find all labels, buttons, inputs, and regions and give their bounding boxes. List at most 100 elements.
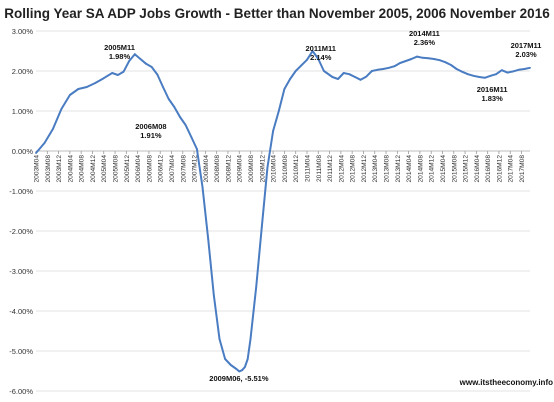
data-point [323,70,325,72]
x-tick-label: 2004M08 [79,155,86,183]
x-tick-label: 2011M08 [316,155,323,182]
x-tick-label: 2014M04 [406,155,413,183]
x-tick-label: 2003M04 [34,155,41,183]
data-point [359,78,362,81]
annotation-value: 2.14% [310,53,332,62]
data-point [52,128,54,130]
x-tick-label: 2008M04 [203,155,210,183]
data-point [94,82,97,84]
x-tick-label: 2013M04 [372,155,379,183]
data-point [365,75,368,78]
data-point [317,58,320,60]
data-point [77,88,80,90]
data-point [246,358,249,360]
x-tick-label: 2011M04 [304,155,311,182]
data-point [495,73,497,76]
data-point [85,86,88,88]
data-point [529,66,531,69]
data-point [300,64,303,67]
y-tick-label: 3.00% [12,27,34,36]
y-tick-label: -5.00% [9,347,33,356]
x-tick-label: 2017M08 [519,155,526,183]
x-tick-label: 2016M08 [485,155,492,183]
data-point [238,370,241,373]
annotation-label: 2006M08 [135,122,166,131]
data-point [354,76,356,78]
data-point [266,166,269,168]
data-point [162,86,164,88]
data-point [249,338,252,340]
x-tick-label: 2005M08 [113,155,120,183]
x-tick-label: 2010M08 [282,155,289,183]
x-tick-label: 2015M04 [440,155,447,183]
data-point [241,369,244,372]
data-point [122,70,125,73]
data-point [255,286,258,288]
data-point [371,70,373,72]
data-point [416,55,418,58]
y-tick-label: 2.00% [12,67,34,76]
x-tick-label: 2006M08 [146,155,153,183]
x-tick-label: 2007M08 [180,155,187,183]
data-point [489,74,492,77]
x-tick-label: 2013M08 [384,155,391,183]
y-tick-label: -1.00% [9,187,33,196]
data-point [145,62,148,65]
x-tick-label: 2007M04 [169,155,176,183]
data-point [438,59,441,62]
data-point [433,58,435,60]
chart-title: Rolling Year SA ADP Jobs Growth - Better… [4,6,550,21]
x-tick-label: 2007M12 [192,155,199,183]
data-point [450,64,452,66]
x-tick-label: 2014M12 [429,155,436,183]
x-tick-label: 2010M12 [293,155,300,183]
data-point [404,60,407,62]
data-point [478,76,481,78]
data-point [156,73,159,76]
x-tick-label: 2008M08 [214,155,221,183]
x-tick-label: 2008M12 [225,155,232,183]
data-point [393,65,396,68]
data-point [179,116,181,118]
data-point [60,108,63,110]
data-point [523,68,526,70]
x-tick-label: 2003M08 [45,155,52,183]
data-point [244,366,246,368]
data-point [517,68,520,71]
data-point [311,50,314,52]
annotation-label: 2016M11 [477,85,508,94]
data-point [500,69,503,72]
y-tick-label: 1.00% [12,107,34,116]
data-point [201,186,204,188]
data-point [184,124,187,126]
data-point [212,294,215,296]
x-tick-label: 2006M04 [135,155,142,183]
data-point [218,338,221,340]
x-tick-label: 2015M12 [463,155,470,183]
data-point [207,238,210,240]
data-point [35,152,37,154]
x-tick-label: 2011M12 [327,155,334,182]
data-point [260,226,263,228]
data-point [102,77,105,80]
x-tick-label: 2005M04 [101,155,108,183]
data-point [427,57,430,60]
x-tick-label: 2015M08 [451,155,458,183]
x-tick-label: 2004M12 [90,155,97,183]
data-point [69,94,71,96]
annotation-label: 2009M06, -5.51% [209,374,269,383]
data-point [483,76,486,79]
annotation-label: 2014M11 [409,29,440,38]
data-point [388,66,390,69]
x-tick-label: 2004M04 [67,155,74,183]
data-point [467,73,469,76]
annotation-value: 1.98% [109,52,131,61]
annotation-label: 2011M11 [306,44,336,53]
y-tick-label: 0.00% [12,147,34,156]
x-tick-label: 2006M12 [158,155,165,183]
y-tick-label: -3.00% [9,267,33,276]
data-point [224,358,227,360]
data-point [512,70,514,73]
